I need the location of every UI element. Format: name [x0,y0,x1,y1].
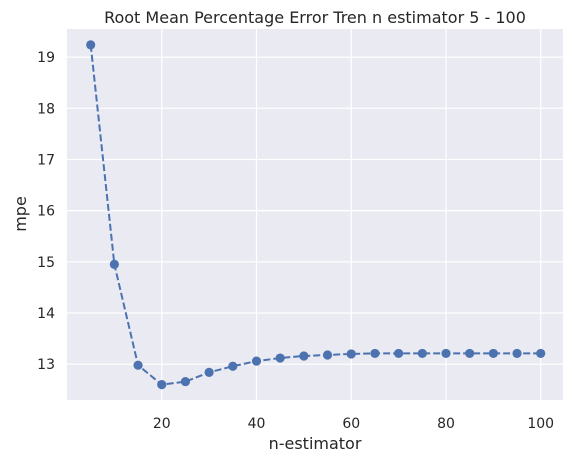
data-point [465,348,475,359]
data-point [299,351,309,361]
data-point [133,360,143,370]
y-tick-label: 19 [37,50,55,66]
x-tick-label: 80 [437,416,455,432]
y-axis-title: mpe [11,196,30,232]
x-tick-label: 60 [342,416,360,432]
data-point [275,353,285,363]
data-point [512,348,522,359]
data-point [157,380,167,390]
y-tick-label: 16 [37,204,55,220]
data-point [228,361,238,371]
y-tick-label: 13 [37,357,55,373]
plot-area [67,29,563,400]
data-point [394,348,404,359]
data-point [536,348,546,359]
data-point [109,259,119,269]
x-tick-label: 20 [153,416,171,432]
data-point [488,348,498,359]
y-tick-label: 18 [37,101,55,117]
data-point [346,349,356,359]
data-point [322,350,333,360]
data-point [180,376,191,387]
series-points [86,40,546,390]
chart-title: Root Mean Percentage Error Tren n estima… [104,8,526,27]
y-tick-label: 17 [37,152,55,168]
y-tick-label: 14 [37,306,55,322]
x-axis-title: n-estimator [269,434,362,453]
x-tick-label: 40 [248,416,266,432]
data-point [441,348,451,359]
data-point [417,348,427,359]
x-tick-label: 100 [527,416,554,432]
grid-lines [67,29,563,400]
y-tick-labels: 13 14 15 16 17 18 19 [37,50,55,373]
y-tick-label: 15 [37,255,55,271]
data-point [204,367,214,377]
data-point [251,356,262,366]
data-point [370,348,380,359]
data-point [86,40,96,50]
x-tick-labels: 20 40 60 80 100 [153,416,554,432]
